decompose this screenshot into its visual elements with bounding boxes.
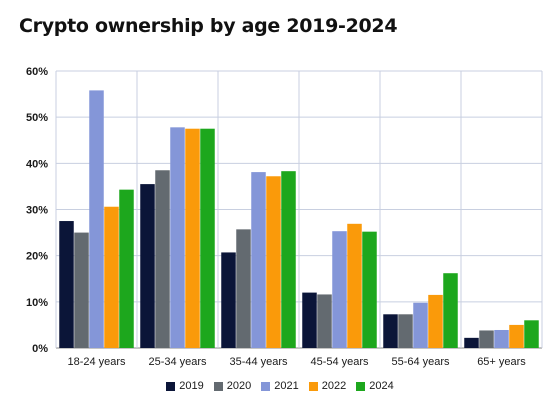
bar-2022-65+-years <box>509 324 524 348</box>
y-tick-label: 20% <box>26 251 48 263</box>
bar-2021-55-64-years <box>413 302 428 348</box>
y-tick-label: 50% <box>26 112 48 124</box>
bar-2022-18-24-years <box>104 206 119 348</box>
legend-item-2020: 2020 <box>213 380 252 392</box>
x-tick-label: 45-54 years <box>310 356 369 368</box>
legend-label: 2024 <box>369 380 394 392</box>
legend-swatch <box>166 381 176 391</box>
legend-label: 2021 <box>274 380 299 392</box>
y-tick-label: 40% <box>26 158 48 170</box>
bar-2021-18-24-years <box>89 90 104 348</box>
y-tick-label: 30% <box>26 205 48 217</box>
legend-swatch <box>308 381 318 391</box>
bar-2022-35-44-years <box>266 176 281 348</box>
x-tick-label: 35-44 years <box>229 356 288 368</box>
x-tick-label: 25-34 years <box>148 356 207 368</box>
bar-2019-25-34-years <box>140 184 155 348</box>
bar-2021-35-44-years <box>251 172 266 348</box>
bar-2024-55-64-years <box>443 273 458 348</box>
bar-2021-65+-years <box>494 329 509 348</box>
bar-2024-25-34-years <box>200 128 215 348</box>
x-tick-label: 65+ years <box>477 356 526 368</box>
bar-2022-45-54-years <box>347 223 362 348</box>
bar-2020-25-34-years <box>155 170 170 348</box>
bar-2021-45-54-years <box>332 231 347 348</box>
bar-2020-35-44-years <box>236 229 251 348</box>
bar-2019-45-54-years <box>302 292 317 348</box>
legend-swatch <box>261 381 271 391</box>
chart-legend: 2019 2020 2021 2022 2024 <box>0 380 560 392</box>
bar-2019-18-24-years <box>59 221 74 348</box>
bar-2022-55-64-years <box>428 294 443 348</box>
bar-2020-18-24-years <box>74 232 89 348</box>
bar-2021-25-34-years <box>170 127 185 348</box>
chart-title: Crypto ownership by age 2019-2024 <box>19 15 398 37</box>
bar-2024-65+-years <box>524 320 539 348</box>
bar-2019-35-44-years <box>221 252 236 348</box>
bar-2020-65+-years <box>479 330 494 348</box>
legend-label: 2020 <box>226 380 252 392</box>
bar-2024-18-24-years <box>119 189 134 348</box>
bar-2019-55-64-years <box>383 314 398 348</box>
bar-2024-45-54-years <box>362 231 377 348</box>
bar-2020-45-54-years <box>317 294 332 348</box>
legend-label: 2019 <box>179 380 204 392</box>
x-tick-label: 55-64 years <box>391 356 450 368</box>
legend-swatch <box>213 381 223 391</box>
y-tick-label: 60% <box>26 66 48 78</box>
bar-2024-35-44-years <box>281 171 296 348</box>
bar-2020-55-64-years <box>398 314 413 348</box>
legend-item-2022: 2022 <box>308 380 347 392</box>
x-tick-label: 18-24 years <box>67 356 126 368</box>
y-tick-label: 10% <box>26 297 48 309</box>
legend-item-2019: 2019 <box>166 380 204 392</box>
legend-item-2024: 2024 <box>356 380 394 392</box>
legend-swatch <box>356 381 366 391</box>
legend-item-2021: 2021 <box>261 380 299 392</box>
legend-label: 2022 <box>321 380 347 392</box>
bar-2022-25-34-years <box>185 128 200 348</box>
bar-2019-65+-years <box>464 337 479 348</box>
y-tick-label: 0% <box>32 343 48 355</box>
